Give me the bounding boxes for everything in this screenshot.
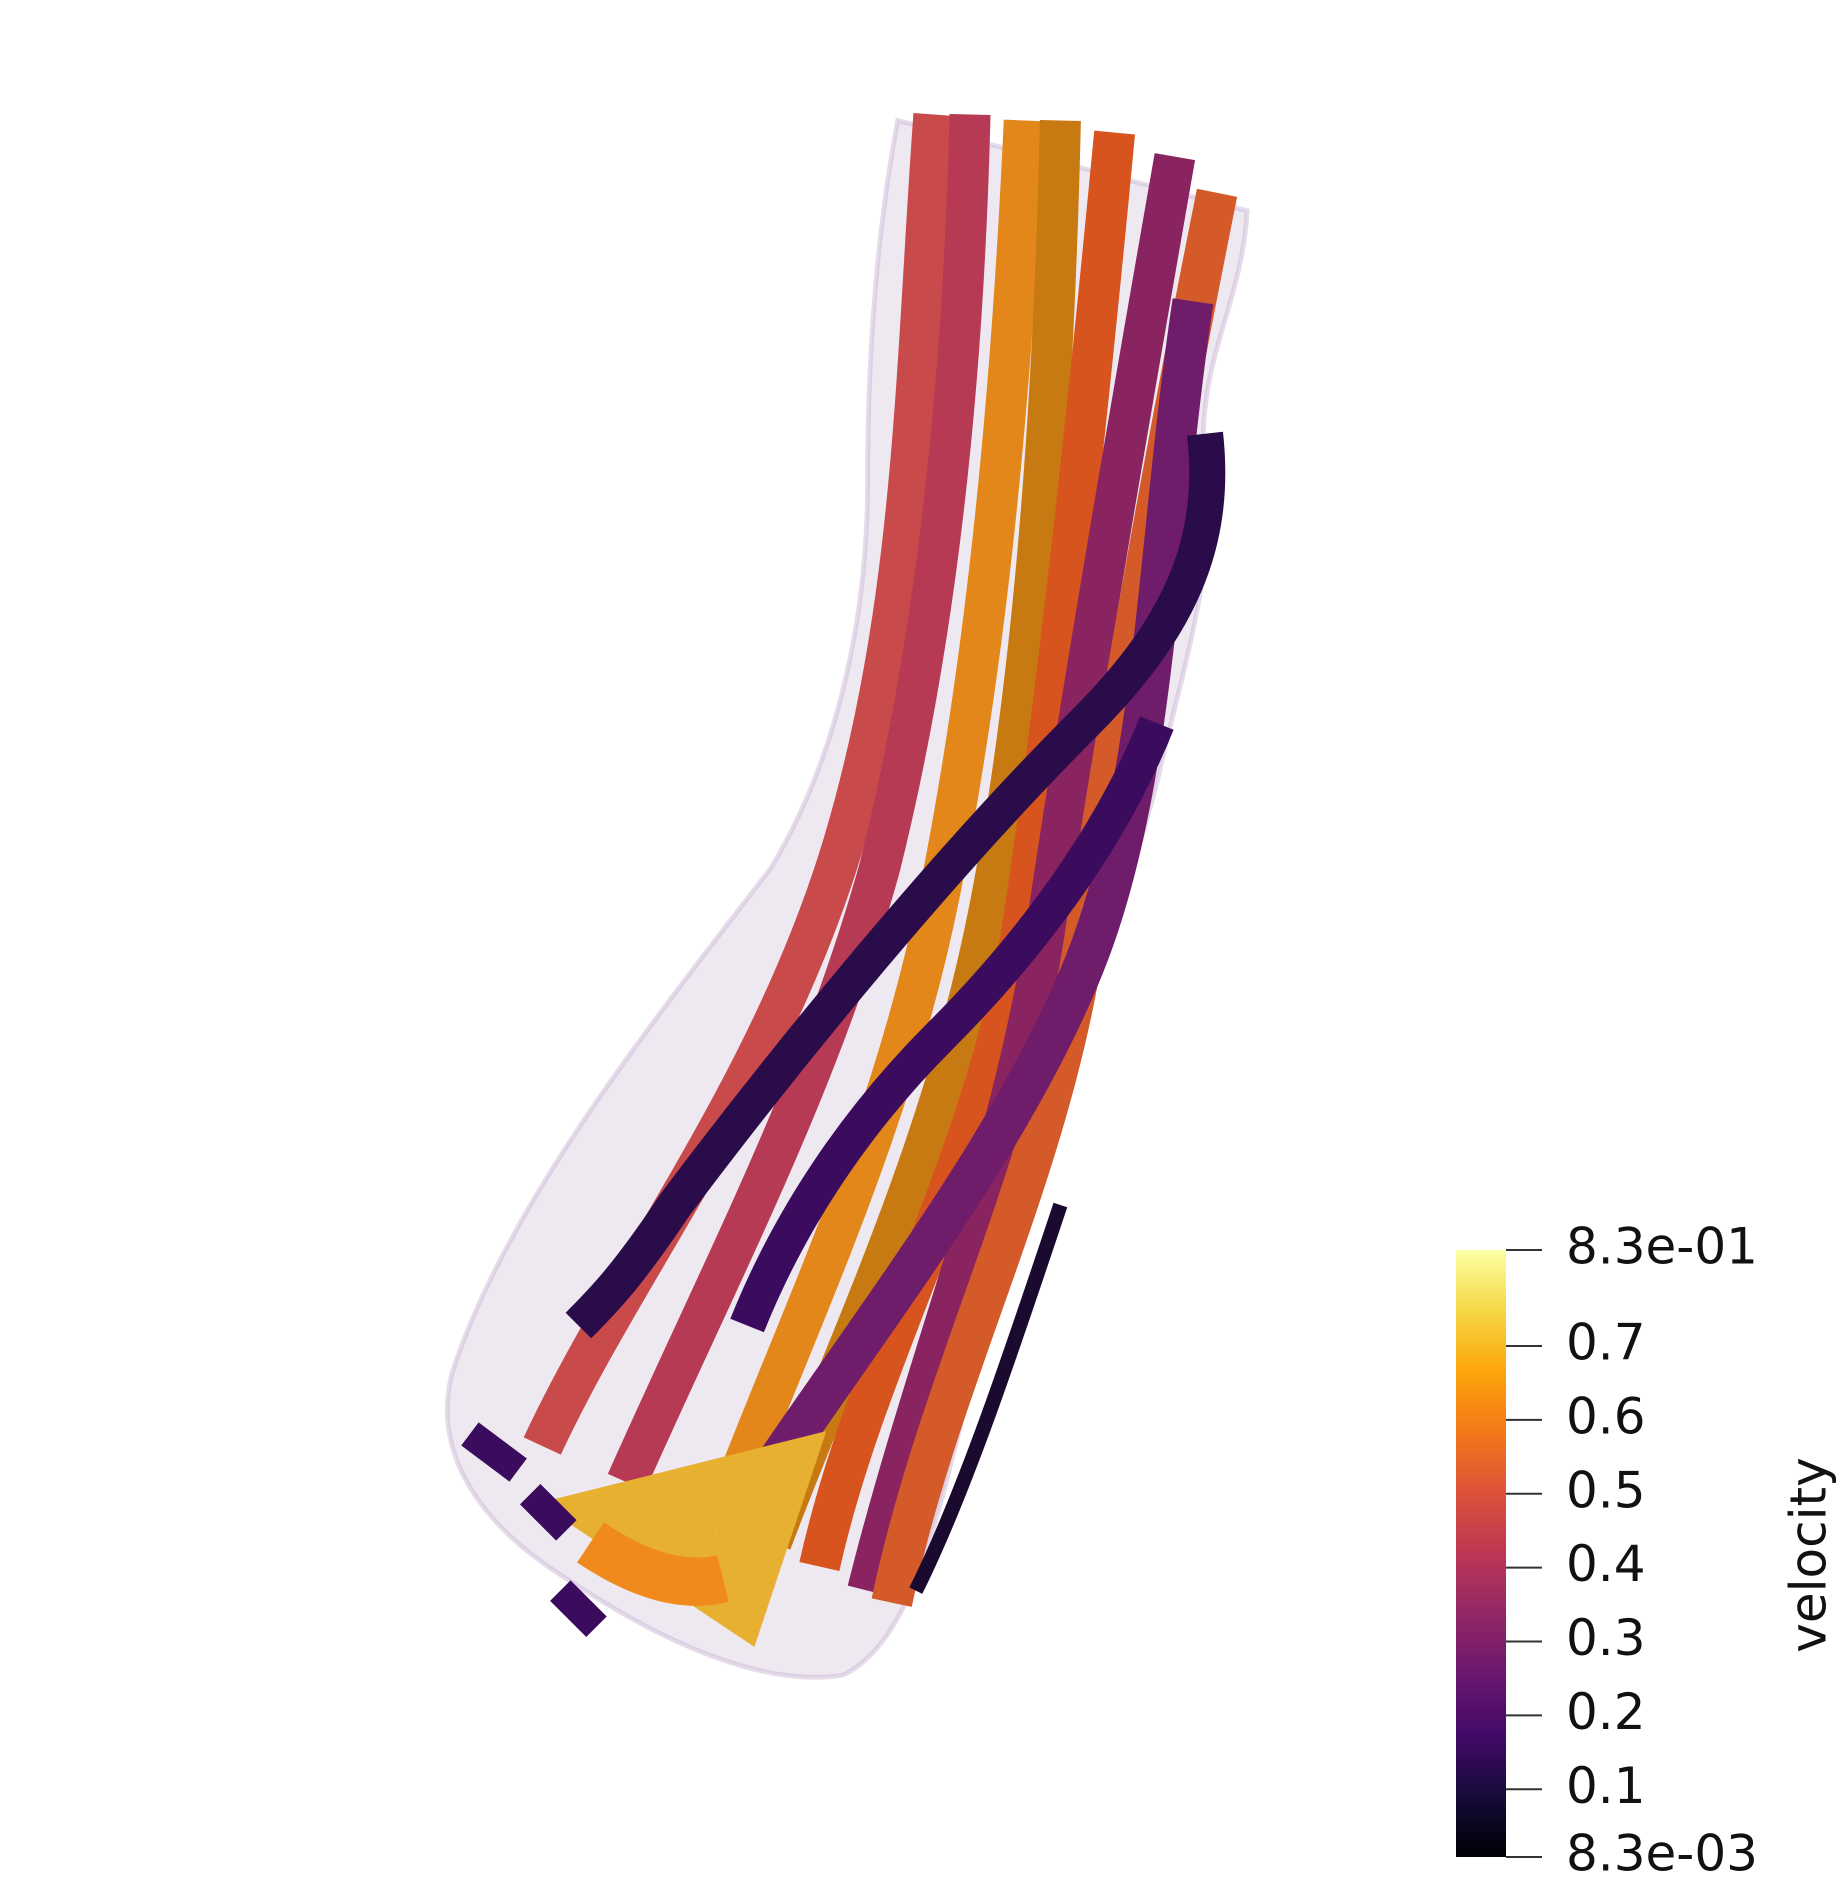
colorbar-tick-label: 0.2 xyxy=(1566,1683,1646,1741)
colorbar-tick-label: 0.3 xyxy=(1566,1609,1646,1667)
colorbar: velocity 8.3e-01 0.7 0.6 0.5 0.4 0.3 0.2 0.1 8.3… xyxy=(1456,1218,1838,1883)
colorbar-gradient xyxy=(1456,1250,1506,1857)
colorbar-tick-label: 0.4 xyxy=(1566,1535,1646,1593)
colorbar-title: velocity xyxy=(1780,1457,1838,1652)
colorbar-tick-label: 8.3e-01 xyxy=(1566,1218,1758,1276)
ribbon xyxy=(730,716,1174,1333)
scene xyxy=(444,112,1250,1680)
ribbon xyxy=(461,1422,607,1637)
ribbon xyxy=(577,1522,729,1606)
colorbar-tick-label: 8.3e-03 xyxy=(1566,1825,1758,1883)
colorbar-tick-label: 0.5 xyxy=(1566,1461,1646,1519)
colorbar-tick-label: 0.7 xyxy=(1566,1314,1646,1372)
ribbon xyxy=(909,1202,1068,1594)
ribbon xyxy=(538,1431,827,1647)
ribbon xyxy=(565,431,1226,1339)
colorbar-tick-label: 0.1 xyxy=(1566,1757,1646,1815)
ribbon xyxy=(607,113,991,1491)
colorbar-tick-label: 0.6 xyxy=(1566,1387,1646,1445)
ribbon xyxy=(730,298,1214,1518)
ribbons xyxy=(461,112,1238,1647)
